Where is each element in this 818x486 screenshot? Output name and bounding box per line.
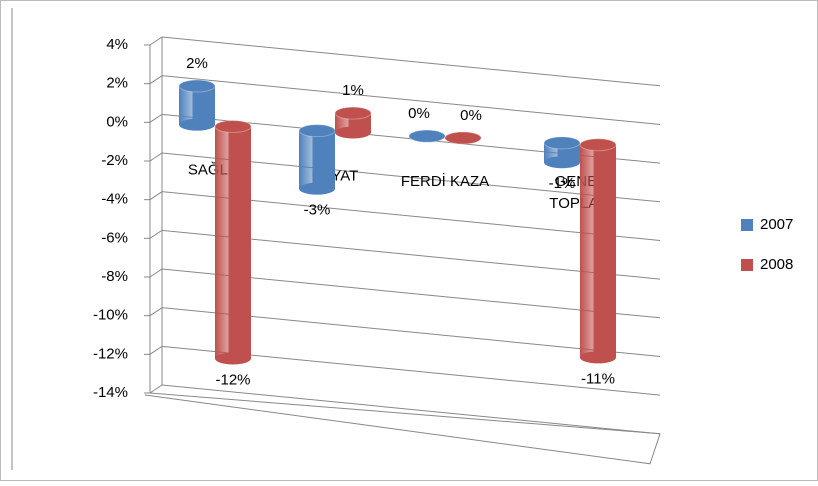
bar-top — [178, 79, 216, 93]
y-tick-label: -2% — [101, 152, 128, 169]
value-label: -3% — [304, 202, 331, 219]
bar-top — [214, 119, 252, 133]
value-label: -11% — [581, 370, 615, 387]
y-tick-label: -12% — [93, 345, 128, 362]
y-tick-label: 0% — [106, 113, 128, 130]
legend-swatch — [741, 259, 753, 271]
grid-line — [149, 268, 661, 319]
y-tick-label: -8% — [101, 268, 128, 285]
grid-line — [149, 36, 661, 87]
bar-bottom — [179, 118, 215, 131]
value-label: 0% — [408, 105, 430, 122]
bar — [299, 130, 335, 189]
legend-swatch — [741, 219, 753, 231]
legend-label: 2008 — [760, 256, 793, 273]
floor — [144, 392, 661, 465]
grid-line — [149, 152, 661, 203]
bar-top — [543, 136, 581, 150]
grid-line — [149, 307, 661, 357]
bar-top — [408, 129, 446, 143]
grid-line — [149, 191, 661, 241]
y-tick-label: -6% — [101, 229, 128, 246]
bar-bottom — [580, 351, 616, 364]
bar — [580, 144, 616, 358]
bar-top — [579, 138, 617, 152]
bar — [215, 126, 251, 359]
bar-bottom — [215, 352, 251, 365]
bar-bottom — [544, 156, 580, 169]
y-tick-label: 2% — [106, 75, 128, 92]
y-tick-label: -4% — [101, 191, 128, 208]
value-label: 0% — [460, 107, 482, 124]
grid-line — [149, 229, 661, 280]
grid-line — [149, 113, 661, 164]
bar-top — [298, 124, 336, 138]
bar — [179, 86, 215, 125]
value-label: -1% — [549, 175, 576, 192]
value-label: -12% — [215, 371, 250, 388]
bar-top — [444, 131, 482, 145]
y-tick-label: 4% — [106, 36, 128, 53]
x-tick-label: FERDİ KAZA — [401, 172, 489, 190]
y-tick-label: -14% — [93, 384, 128, 401]
bar-top — [334, 106, 372, 120]
value-label: 2% — [186, 55, 208, 72]
bar-bottom — [335, 126, 371, 139]
grid-line — [149, 75, 661, 125]
grid-line — [149, 384, 661, 435]
bar-bottom — [299, 182, 335, 195]
value-label: 1% — [342, 82, 364, 99]
grid-line — [149, 345, 661, 396]
y-tick-label: -10% — [93, 307, 128, 324]
legend-label: 2007 — [760, 216, 793, 233]
